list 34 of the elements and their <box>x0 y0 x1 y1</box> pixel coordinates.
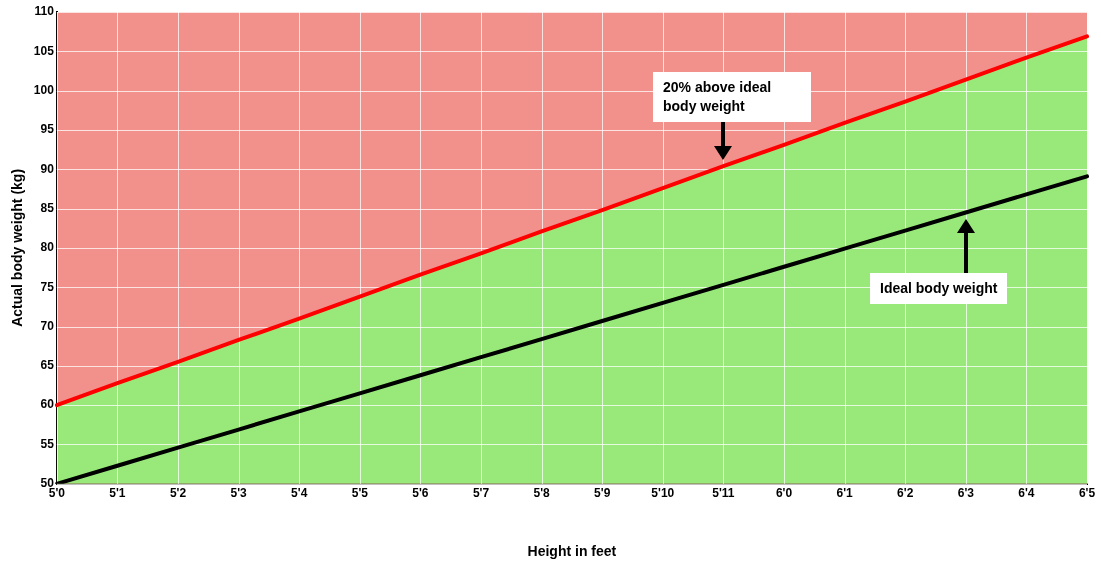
y-tick-label: 70 <box>40 318 55 333</box>
x-tick-label: 6'3 <box>957 486 975 501</box>
y-tick-label: 60 <box>40 397 55 412</box>
x-tick-label: 5'4 <box>291 486 308 501</box>
x-tick-label: 5'10 <box>651 486 675 501</box>
callout-box: Ideal body weight <box>870 273 1008 304</box>
x-tick-label: 5'3 <box>230 486 248 501</box>
x-tick-label: 6'4 <box>1018 486 1035 501</box>
y-tick-label: 105 <box>33 43 55 58</box>
y-tick-label: 95 <box>40 122 55 137</box>
x-tick-label: 5'9 <box>594 486 611 501</box>
x-tick-label: 6'1 <box>836 486 854 501</box>
x-tick-label: 5'6 <box>412 486 429 501</box>
x-tick-label: 5'8 <box>533 486 551 501</box>
y-tick-label: 100 <box>33 82 55 97</box>
x-tick-label: 5'11 <box>712 486 735 501</box>
x-tick-label: 6'2 <box>897 486 914 501</box>
x-tick-label: 5'0 <box>48 486 66 501</box>
y-tick-label: 110 <box>34 4 55 19</box>
y-tick-label: 80 <box>40 240 55 255</box>
y-tick-label: 90 <box>40 161 55 176</box>
x-tick-label: 6'0 <box>775 486 793 501</box>
x-tick-label: 5'1 <box>109 486 126 501</box>
x-tick-label: 5'5 <box>351 486 369 501</box>
x-tick-label: 6'5 <box>1078 486 1096 501</box>
y-tick-label: 85 <box>40 200 55 215</box>
x-axis-title: Height in feet <box>527 543 617 560</box>
x-tick-label: 5'2 <box>169 486 187 501</box>
x-tick-label: 5'7 <box>472 486 490 501</box>
callout-box: 20% above ideal body weight <box>653 72 811 122</box>
y-tick-label: 65 <box>40 358 55 373</box>
y-tick-label: 55 <box>40 436 55 451</box>
y-axis-title: Actual body weight (kg) <box>9 168 26 327</box>
y-tick-label: 75 <box>40 279 55 294</box>
